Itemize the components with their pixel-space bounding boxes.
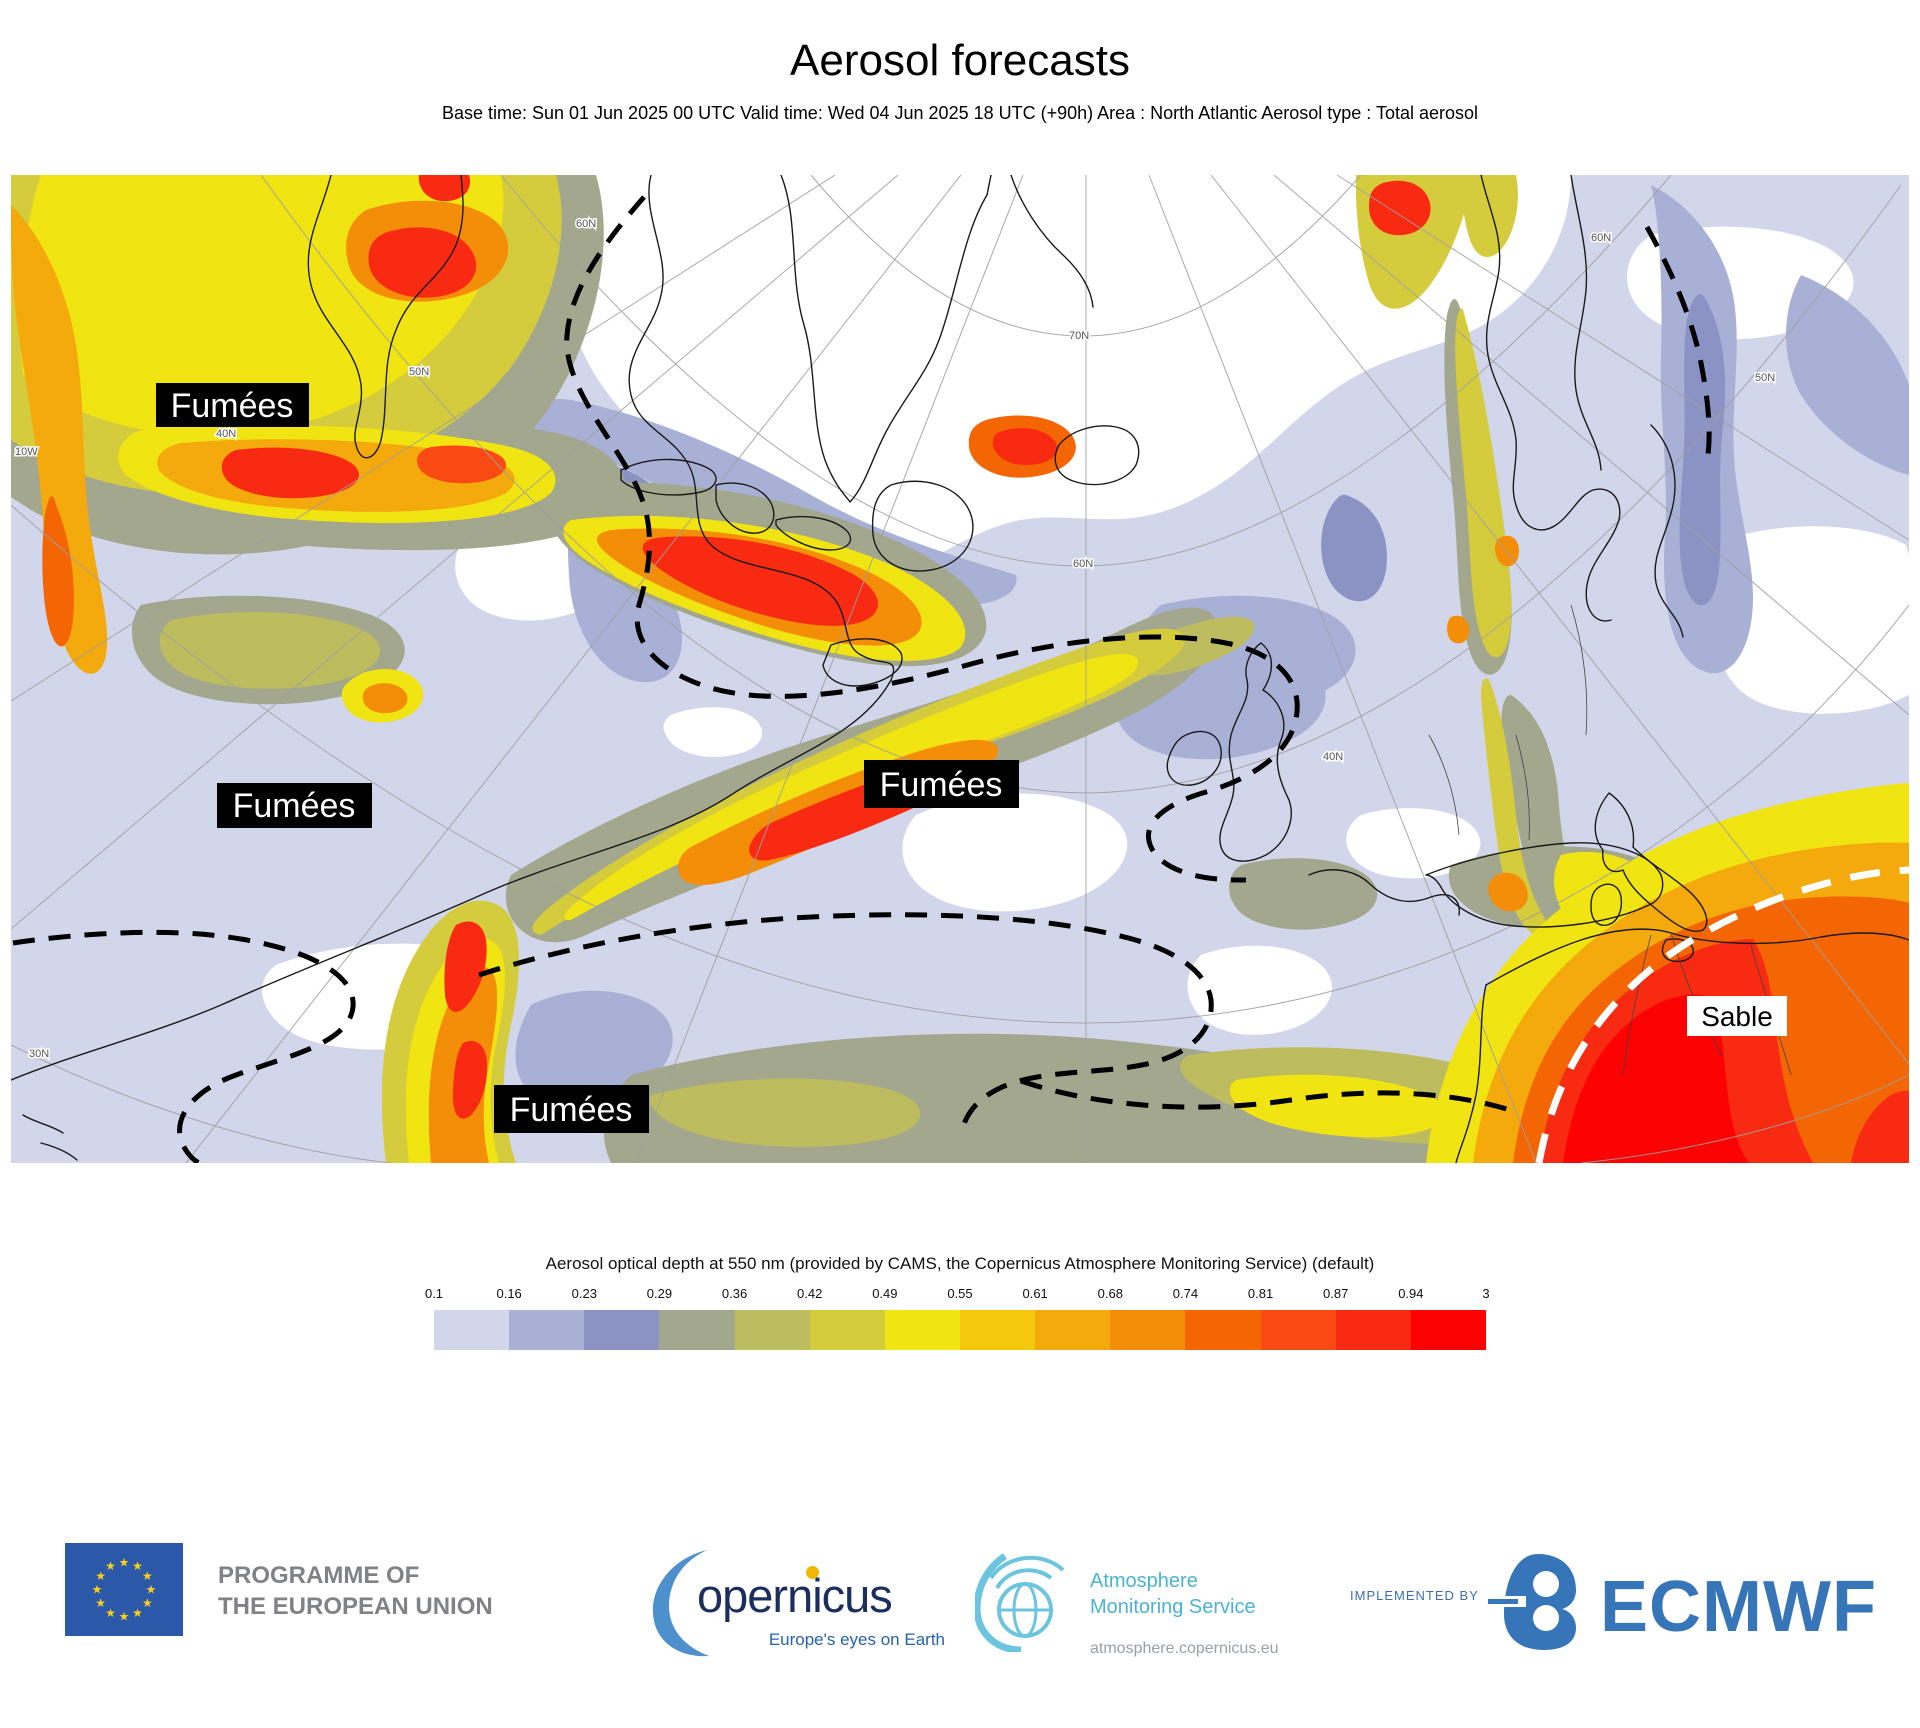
legend-color-cell: [1110, 1310, 1186, 1350]
implemented-by-label: IMPLEMENTED BY: [1350, 1588, 1479, 1603]
copernicus-crescent-icon: [652, 1550, 709, 1657]
grid-labels: 60N 50N 40N 10W 30N 70N 60N 60N 50N 40N: [14, 217, 1777, 1062]
eu-star-icon: ★: [95, 1569, 106, 1583]
svg-text:Sable: Sable: [1701, 1001, 1773, 1032]
legend-tick: 0.29: [646, 1286, 673, 1301]
legend-color-cell: [1410, 1310, 1486, 1350]
graticule-label: 60N: [1591, 232, 1611, 244]
smoke-label-1: Fumées: [156, 383, 309, 427]
forecast-map: 60N 50N 40N 10W 30N 70N 60N 60N 50N 40N Fumées Fu…: [10, 174, 1910, 1166]
ams-name-line1: Atmosphere: [1090, 1570, 1198, 1592]
legend-color-cell: [1035, 1310, 1111, 1350]
legend-tick-labels: 0.1 0.16 0.23 0.29 0.36 0.42 0.49 0.55 0.61 0.68 0…: [425, 1286, 1490, 1302]
legend-tick: 3: [1482, 1286, 1490, 1301]
eu-star-icon: ★: [132, 1606, 143, 1620]
svg-text:Fumées: Fumées: [233, 787, 356, 825]
legend-color-cell: [734, 1310, 810, 1350]
legend-color-cell: [1335, 1310, 1411, 1350]
dashed-contours: [12, 195, 1712, 1166]
copernicus-dot-icon: [806, 1566, 819, 1579]
ecmwf-wordmark: ECMWF: [1600, 1567, 1877, 1647]
eu-star-icon: ★: [132, 1559, 143, 1573]
page-title: Aerosol forecasts: [790, 36, 1130, 85]
eu-star-icon: ★: [119, 1610, 130, 1624]
ams-url: atmosphere.copernicus.eu: [1090, 1640, 1279, 1657]
ams-name-line2: Monitoring Service: [1090, 1596, 1256, 1618]
legend-color-cell: [584, 1310, 660, 1350]
legend-color-cell: [1260, 1310, 1336, 1350]
graticule-label: 70N: [1069, 330, 1089, 342]
smoke-label-3: Fumées: [217, 783, 372, 828]
eu-flag-icon: ★ ★★★★★★★★★★★: [65, 1543, 183, 1636]
legend-tick: 0.81: [1247, 1286, 1274, 1301]
legend-color-cell: [509, 1310, 585, 1350]
smoke-label-2: Fumées: [864, 760, 1019, 808]
eu-star-icon: ★: [105, 1559, 116, 1573]
sand-label: Sable: [1687, 996, 1787, 1036]
graticule-label: 60N: [1073, 558, 1093, 570]
legend-tick: 0.87: [1323, 1286, 1349, 1301]
legend-tick: 0.94: [1398, 1286, 1424, 1301]
legend-color-cell: [434, 1310, 510, 1350]
forecast-metadata: Base time: Sun 01 Jun 2025 00 UTC Valid …: [441, 103, 1479, 123]
coastlines: [10, 174, 1910, 1164]
svg-text:Fumées: Fumées: [510, 1091, 633, 1129]
legend-tick: 0.49: [872, 1286, 898, 1301]
legend-tick: 0.1: [424, 1286, 444, 1301]
eu-star-icon: ★: [119, 1556, 130, 1570]
graticule-label: 60N: [576, 218, 596, 230]
smoke-label-4: Fumées: [494, 1085, 649, 1133]
atmosphere-monitoring-globe-icon: [975, 1553, 1065, 1652]
legend-tick: 0.74: [1172, 1286, 1199, 1301]
copernicus-wordmark: opernicus: [697, 1569, 893, 1622]
legend-color-cell: [959, 1310, 1036, 1350]
eu-programme-text: PROGRAMME OF THE EUROPEAN UNION: [218, 1562, 493, 1620]
eu-star-icon: ★: [142, 1596, 153, 1610]
legend-colorbar: [434, 1310, 1486, 1350]
legend-tick: 0.68: [1097, 1286, 1123, 1301]
graticule: [10, 174, 1910, 1164]
eu-star-icon: ★: [95, 1596, 106, 1610]
legend-color-cell: [1185, 1310, 1261, 1350]
legend-color-cell: [659, 1310, 735, 1350]
copernicus-tagline: Europe's eyes on Earth: [768, 1630, 945, 1649]
legend-tick: 0.23: [571, 1286, 597, 1301]
sand-contour-white-dashed: [1535, 866, 1910, 1164]
legend-title: Aerosol optical depth at 550 nm (provide…: [545, 1254, 1375, 1273]
legend-tick: 0.16: [496, 1286, 522, 1301]
legend-tick: 0.55: [947, 1286, 973, 1301]
legend-color-cell: [809, 1310, 885, 1350]
forecast-map-container: 60N 50N 40N 10W 30N 70N 60N 60N 50N 40N Fumées Fu…: [10, 174, 1910, 1166]
legend-tick: 0.61: [1022, 1286, 1048, 1301]
legend-tick: 0.36: [721, 1286, 748, 1301]
legend-tick: 0.42: [797, 1286, 823, 1301]
smoke-plumes-yellow: [11, 175, 1672, 1163]
graticule-label: 30N: [29, 1048, 49, 1060]
eu-star-icon: ★: [142, 1569, 153, 1583]
graticule-label: 50N: [1755, 372, 1775, 384]
eu-star-icon: ★: [105, 1606, 116, 1620]
graticule-label: 10W: [15, 446, 38, 458]
svg-text:Fumées: Fumées: [171, 387, 294, 425]
ecmwf-emblem-icon: [1488, 1554, 1576, 1650]
svg-text:Fumées: Fumées: [880, 766, 1003, 804]
eu-star-icon: ★: [92, 1583, 103, 1597]
legend-color-cell: [884, 1310, 960, 1350]
graticule-label: 40N: [1323, 751, 1343, 763]
graticule-label: 50N: [409, 366, 429, 378]
eu-star-icon: ★: [146, 1583, 157, 1597]
graticule-label: 40N: [216, 428, 236, 440]
